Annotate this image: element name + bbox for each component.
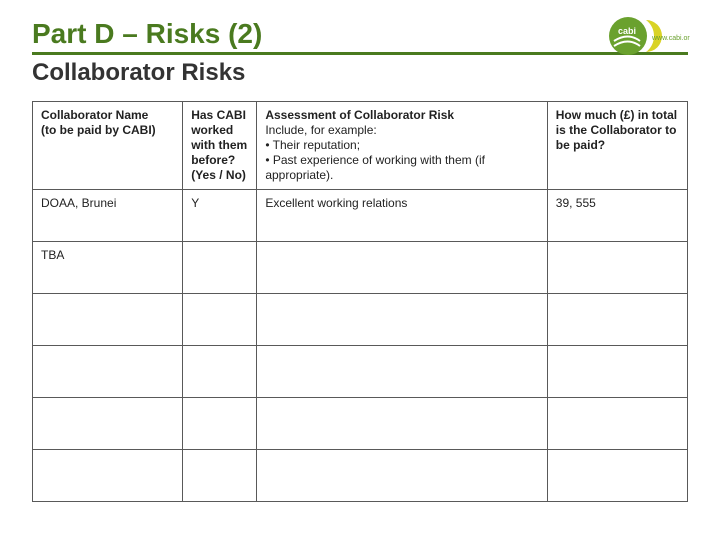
cell-pay [547,242,687,294]
table-row [33,294,688,346]
cell-worked [183,294,257,346]
table-body: DOAA, Brunei Y Excellent working relatio… [33,190,688,502]
header-name-line1: Collaborator Name [41,108,148,122]
cell-name [33,398,183,450]
assess-lead: Assessment of Collaborator Risk [265,108,454,122]
cell-pay [547,450,687,502]
table-row [33,398,688,450]
cell-worked [183,242,257,294]
cell-worked: Y [183,190,257,242]
col-header-pay: How much (£) in total is the Collaborato… [547,102,687,190]
svg-text:cabi: cabi [618,26,636,36]
cell-name: TBA [33,242,183,294]
cell-pay [547,346,687,398]
cell-name [33,346,183,398]
cell-pay [547,398,687,450]
cell-name: DOAA, Brunei [33,190,183,242]
cell-name [33,294,183,346]
header-name-line2: (to be paid by CABI) [41,123,156,137]
col-header-assess: Assessment of Collaborator Risk Include,… [257,102,547,190]
cell-assess [257,294,547,346]
col-header-name: Collaborator Name (to be paid by CABI) [33,102,183,190]
title-rule [32,52,688,55]
cell-assess [257,398,547,450]
col-header-worked: Has CABI worked with them before? (Yes /… [183,102,257,190]
cell-pay: 39, 555 [547,190,687,242]
assess-bullet-1: • Their reputation; [265,138,538,153]
cell-assess: Excellent working relations [257,190,547,242]
assess-bullet-2: • Past experience of working with them (… [265,153,538,183]
page-title: Part D – Risks (2) [32,18,688,50]
assess-sub: Include, for example: [265,123,376,137]
page-subtitle: Collaborator Risks [32,59,688,87]
table-row: DOAA, Brunei Y Excellent working relatio… [33,190,688,242]
table-row: TBA [33,242,688,294]
table-row [33,346,688,398]
cell-assess [257,242,547,294]
logo-url-text: www.cabi.org [651,35,690,42]
table-row [33,450,688,502]
cabi-logo: cabi www.cabi.org [594,14,690,64]
table-header-row: Collaborator Name (to be paid by CABI) H… [33,102,688,190]
cell-worked [183,346,257,398]
cell-name [33,450,183,502]
slide: cabi www.cabi.org Part D – Risks (2) Col… [0,0,720,540]
cell-worked [183,398,257,450]
cell-worked [183,450,257,502]
cell-assess [257,346,547,398]
collaborator-risks-table: Collaborator Name (to be paid by CABI) H… [32,101,688,502]
cell-assess [257,450,547,502]
cell-pay [547,294,687,346]
